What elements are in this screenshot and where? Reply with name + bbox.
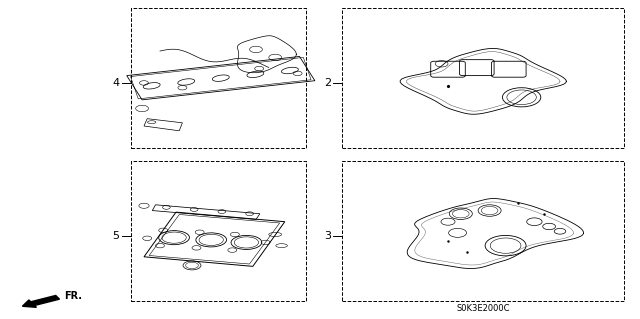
Bar bbox=[131, 161, 306, 301]
Text: 3: 3 bbox=[324, 231, 331, 241]
Text: 2: 2 bbox=[324, 78, 331, 88]
Bar bbox=[342, 161, 624, 301]
Bar bbox=[131, 8, 306, 148]
Text: FR.: FR. bbox=[64, 291, 82, 301]
Bar bbox=[342, 8, 624, 148]
Text: 4: 4 bbox=[113, 78, 120, 88]
Text: S0K3E2000C: S0K3E2000C bbox=[456, 304, 510, 313]
FancyArrow shape bbox=[22, 295, 60, 307]
Text: 5: 5 bbox=[113, 231, 120, 241]
